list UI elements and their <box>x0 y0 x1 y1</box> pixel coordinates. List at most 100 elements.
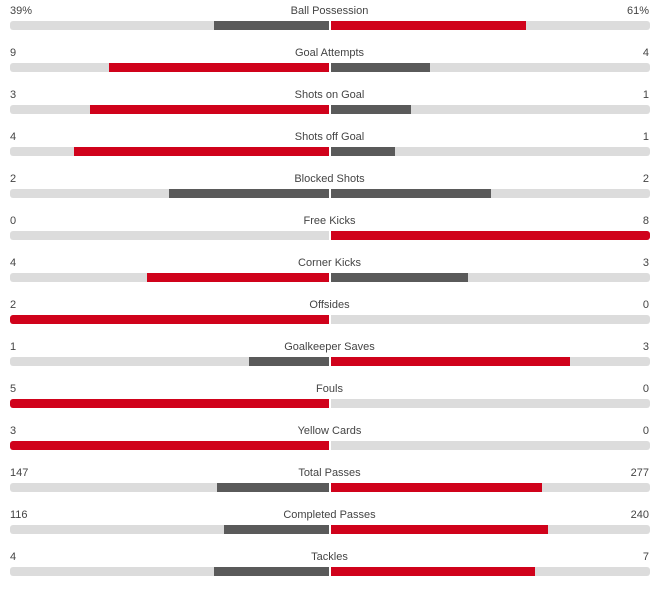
away-bar-track <box>331 147 650 156</box>
stat-row-shots-on-goal: 3 Shots on Goal 1 <box>0 84 659 126</box>
home-bar-fill <box>10 315 329 324</box>
home-bar-track <box>10 273 329 282</box>
away-bar-track <box>331 357 650 366</box>
stat-label-line: 116 Completed Passes 240 <box>10 508 649 522</box>
stat-name: Blocked Shots <box>294 173 365 185</box>
stat-label-line: 1 Goalkeeper Saves 3 <box>10 340 649 354</box>
home-bar-fill <box>74 147 329 156</box>
home-bar-fill <box>109 63 329 72</box>
home-bar-track <box>10 105 329 114</box>
home-value: 5 <box>10 383 17 395</box>
home-value: 147 <box>10 467 29 479</box>
stat-row-offsides: 2 Offsides 0 <box>0 294 659 336</box>
away-value: 3 <box>642 341 649 353</box>
stat-row-fouls: 5 Fouls 0 <box>0 378 659 420</box>
stat-name: Shots on Goal <box>294 89 365 101</box>
stat-name: Free Kicks <box>303 215 356 227</box>
stat-name: Goal Attempts <box>294 47 365 59</box>
stat-label-line: 3 Yellow Cards 0 <box>10 424 649 438</box>
away-bar-fill <box>331 567 535 576</box>
stat-row-ball-possession: 39% Ball Possession 61% <box>0 0 659 42</box>
stat-label-line: 2 Blocked Shots 2 <box>10 172 649 186</box>
home-bar-track <box>10 189 329 198</box>
away-bar-track <box>331 399 650 408</box>
away-value: 8 <box>642 215 649 227</box>
stat-row-completed-passes: 116 Completed Passes 240 <box>0 504 659 546</box>
stat-label-line: 9 Goal Attempts 4 <box>10 46 649 60</box>
stat-name: Offsides <box>309 299 350 311</box>
stat-name: Total Passes <box>298 467 361 479</box>
home-value: 2 <box>10 299 17 311</box>
stat-label-line: 4 Corner Kicks 3 <box>10 256 649 270</box>
stat-name: Tackles <box>311 551 348 563</box>
stat-label-line: 0 Free Kicks 8 <box>10 214 649 228</box>
stat-name: Yellow Cards <box>297 425 362 437</box>
away-bar-fill <box>331 105 411 114</box>
home-bar-track <box>10 399 329 408</box>
away-bar-fill <box>331 147 395 156</box>
stat-row-shots-off-goal: 4 Shots off Goal 1 <box>0 126 659 168</box>
stat-label-line: 5 Fouls 0 <box>10 382 649 396</box>
home-bar-fill <box>169 189 329 198</box>
stat-label-line: 4 Tackles 7 <box>10 550 649 564</box>
away-value: 4 <box>642 47 649 59</box>
home-bar-fill <box>10 441 329 450</box>
home-bar-fill <box>90 105 329 114</box>
stat-name: Completed Passes <box>283 509 376 521</box>
stat-row-goal-attempts: 9 Goal Attempts 4 <box>0 42 659 84</box>
away-bar-fill <box>331 273 468 282</box>
away-value: 0 <box>642 425 649 437</box>
stat-row-yellow-cards: 3 Yellow Cards 0 <box>0 420 659 462</box>
away-bar-fill <box>331 189 491 198</box>
home-bar-fill <box>10 399 329 408</box>
stat-label-line: 39% Ball Possession 61% <box>10 4 649 18</box>
away-value: 61% <box>626 5 649 17</box>
away-value: 240 <box>630 509 649 521</box>
stat-label-line: 147 Total Passes 277 <box>10 466 649 480</box>
away-value: 1 <box>642 131 649 143</box>
home-bar-fill <box>217 483 329 492</box>
stat-row-tackles: 4 Tackles 7 <box>0 546 659 588</box>
home-bar-track <box>10 483 329 492</box>
home-value: 39% <box>10 5 33 17</box>
home-bar-fill <box>147 273 329 282</box>
home-value: 4 <box>10 131 17 143</box>
away-bar-track <box>331 483 650 492</box>
away-bar-track <box>331 231 650 240</box>
away-value: 3 <box>642 257 649 269</box>
away-bar-track <box>331 315 650 324</box>
home-bar-track <box>10 357 329 366</box>
home-bar-track <box>10 525 329 534</box>
away-value: 7 <box>642 551 649 563</box>
stat-label-line: 2 Offsides 0 <box>10 298 649 312</box>
away-bar-fill <box>331 483 542 492</box>
home-value: 9 <box>10 47 17 59</box>
stat-name: Corner Kicks <box>298 257 361 269</box>
away-bar-fill <box>331 357 570 366</box>
stat-row-blocked-shots: 2 Blocked Shots 2 <box>0 168 659 210</box>
home-bar-track <box>10 147 329 156</box>
away-bar-fill <box>331 63 430 72</box>
away-bar-fill <box>331 525 548 534</box>
stat-name: Fouls <box>316 383 343 395</box>
stat-row-goalkeeper-saves: 1 Goalkeeper Saves 3 <box>0 336 659 378</box>
away-bar-track <box>331 105 650 114</box>
home-bar-track <box>10 63 329 72</box>
home-value: 1 <box>10 341 17 353</box>
stat-label-line: 4 Shots off Goal 1 <box>10 130 649 144</box>
home-value: 4 <box>10 257 17 269</box>
home-bar-track <box>10 231 329 240</box>
stat-name: Goalkeeper Saves <box>284 341 375 353</box>
home-value: 116 <box>10 509 28 521</box>
away-value: 2 <box>642 173 649 185</box>
home-value: 3 <box>10 425 17 437</box>
home-value: 3 <box>10 89 17 101</box>
stat-label-line: 3 Shots on Goal 1 <box>10 88 649 102</box>
stat-row-free-kicks: 0 Free Kicks 8 <box>0 210 659 252</box>
stat-name: Ball Possession <box>290 5 369 17</box>
away-value: 0 <box>642 299 649 311</box>
away-bar-track <box>331 441 650 450</box>
home-value: 4 <box>10 551 17 563</box>
away-bar-track <box>331 567 650 576</box>
